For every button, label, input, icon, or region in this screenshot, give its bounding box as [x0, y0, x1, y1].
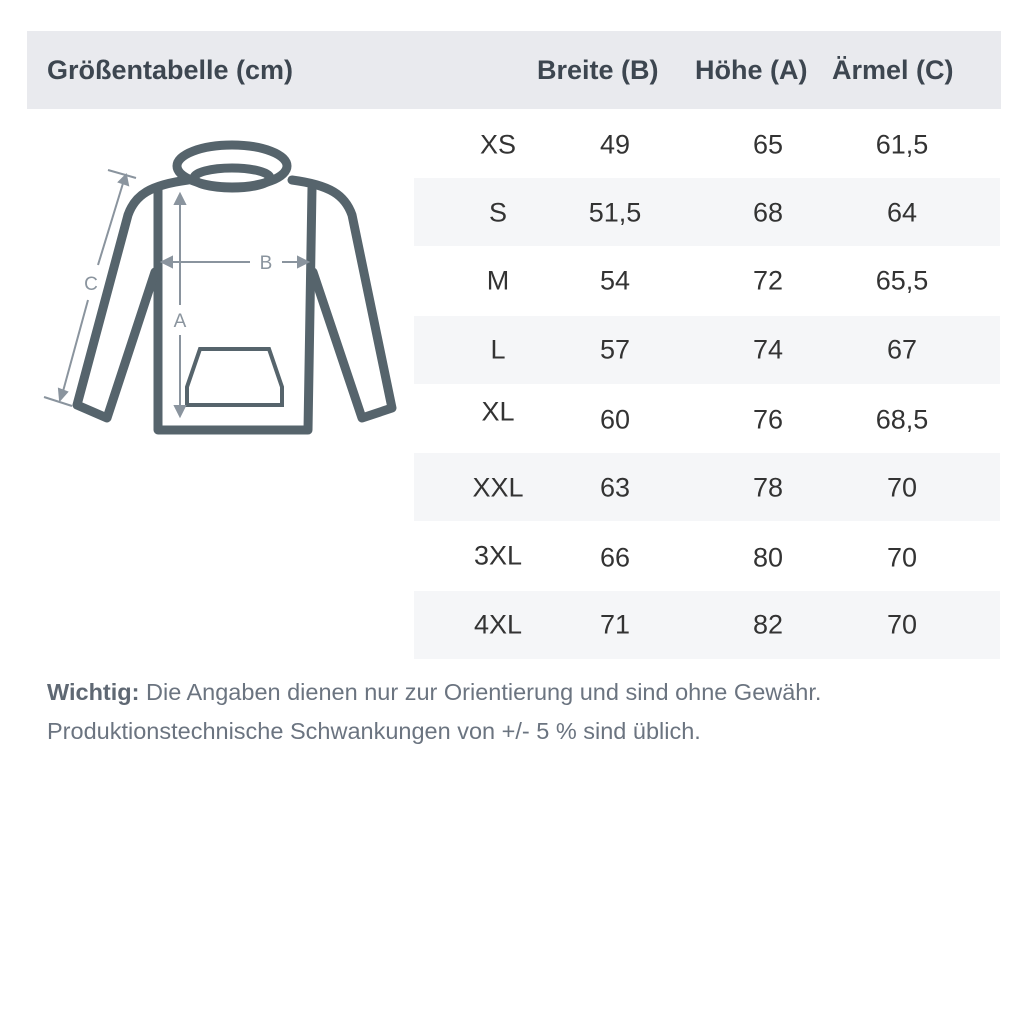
cell-hoehe: 80	[752, 542, 784, 573]
cell-breite: 51,5	[588, 197, 642, 228]
cell-aermel: 70	[886, 609, 918, 640]
cell-hoehe: 82	[752, 609, 784, 640]
column-header-breite: Breite (B)	[537, 55, 659, 85]
note-text: Die Angaben dienen nur zur Orientierung …	[139, 679, 822, 705]
cell-aermel: 68,5	[875, 404, 929, 435]
pocket	[185, 347, 284, 407]
cell-size: M	[486, 265, 510, 296]
table-header: Größentabelle (cm) Breite (B) Höhe (A) Ä…	[27, 31, 1001, 109]
label-b: B	[260, 253, 273, 274]
cell-hoehe: 78	[752, 472, 784, 503]
column-header-hoehe: Höhe (A)	[695, 55, 808, 85]
row-stripe	[414, 316, 1000, 384]
label-c: C	[84, 274, 98, 295]
cell-aermel: 67	[886, 334, 918, 365]
cell-size: S	[488, 197, 508, 228]
note-line-1: Wichtig: Die Angaben dienen nur zur Orie…	[47, 679, 821, 706]
cell-aermel: 65,5	[875, 265, 929, 296]
cell-breite: 57	[599, 334, 631, 365]
row-stripe	[414, 591, 1000, 659]
cell-aermel: 70	[886, 542, 918, 573]
cell-hoehe: 65	[752, 129, 784, 160]
label-a: A	[174, 311, 187, 332]
cell-size: XL	[481, 396, 515, 427]
cell-aermel: 70	[886, 472, 918, 503]
cell-size: L	[490, 334, 506, 365]
hoodie-right-sleeve	[287, 175, 397, 423]
cell-breite: 63	[599, 472, 631, 503]
cell-size: 3XL	[473, 540, 523, 571]
cell-size: XS	[479, 129, 517, 160]
column-header-aermel: Ärmel (C)	[832, 55, 954, 85]
cell-size: 4XL	[473, 609, 523, 640]
cell-aermel: 64	[886, 197, 918, 228]
hoodie-body-outline	[153, 183, 317, 435]
cell-breite: 66	[599, 542, 631, 573]
hoodie-left-sleeve	[72, 175, 193, 423]
cell-hoehe: 72	[752, 265, 784, 296]
cell-aermel: 61,5	[875, 129, 929, 160]
cell-hoehe: 68	[752, 197, 784, 228]
note-label: Wichtig:	[47, 679, 140, 705]
hoodie-diagram: A B C	[43, 140, 397, 435]
cell-hoehe: 76	[752, 404, 784, 435]
row-stripe	[414, 178, 1000, 246]
row-stripe	[414, 453, 1000, 521]
cell-size: XXL	[472, 472, 524, 503]
cell-breite: 54	[599, 265, 631, 296]
page-title: Größentabelle (cm)	[47, 55, 294, 85]
note-line-2: Produktionstechnische Schwankungen von +…	[47, 718, 701, 744]
cell-breite: 60	[599, 404, 631, 435]
cell-breite: 71	[599, 609, 631, 640]
cell-breite: 49	[599, 129, 631, 160]
cell-hoehe: 74	[752, 334, 784, 365]
